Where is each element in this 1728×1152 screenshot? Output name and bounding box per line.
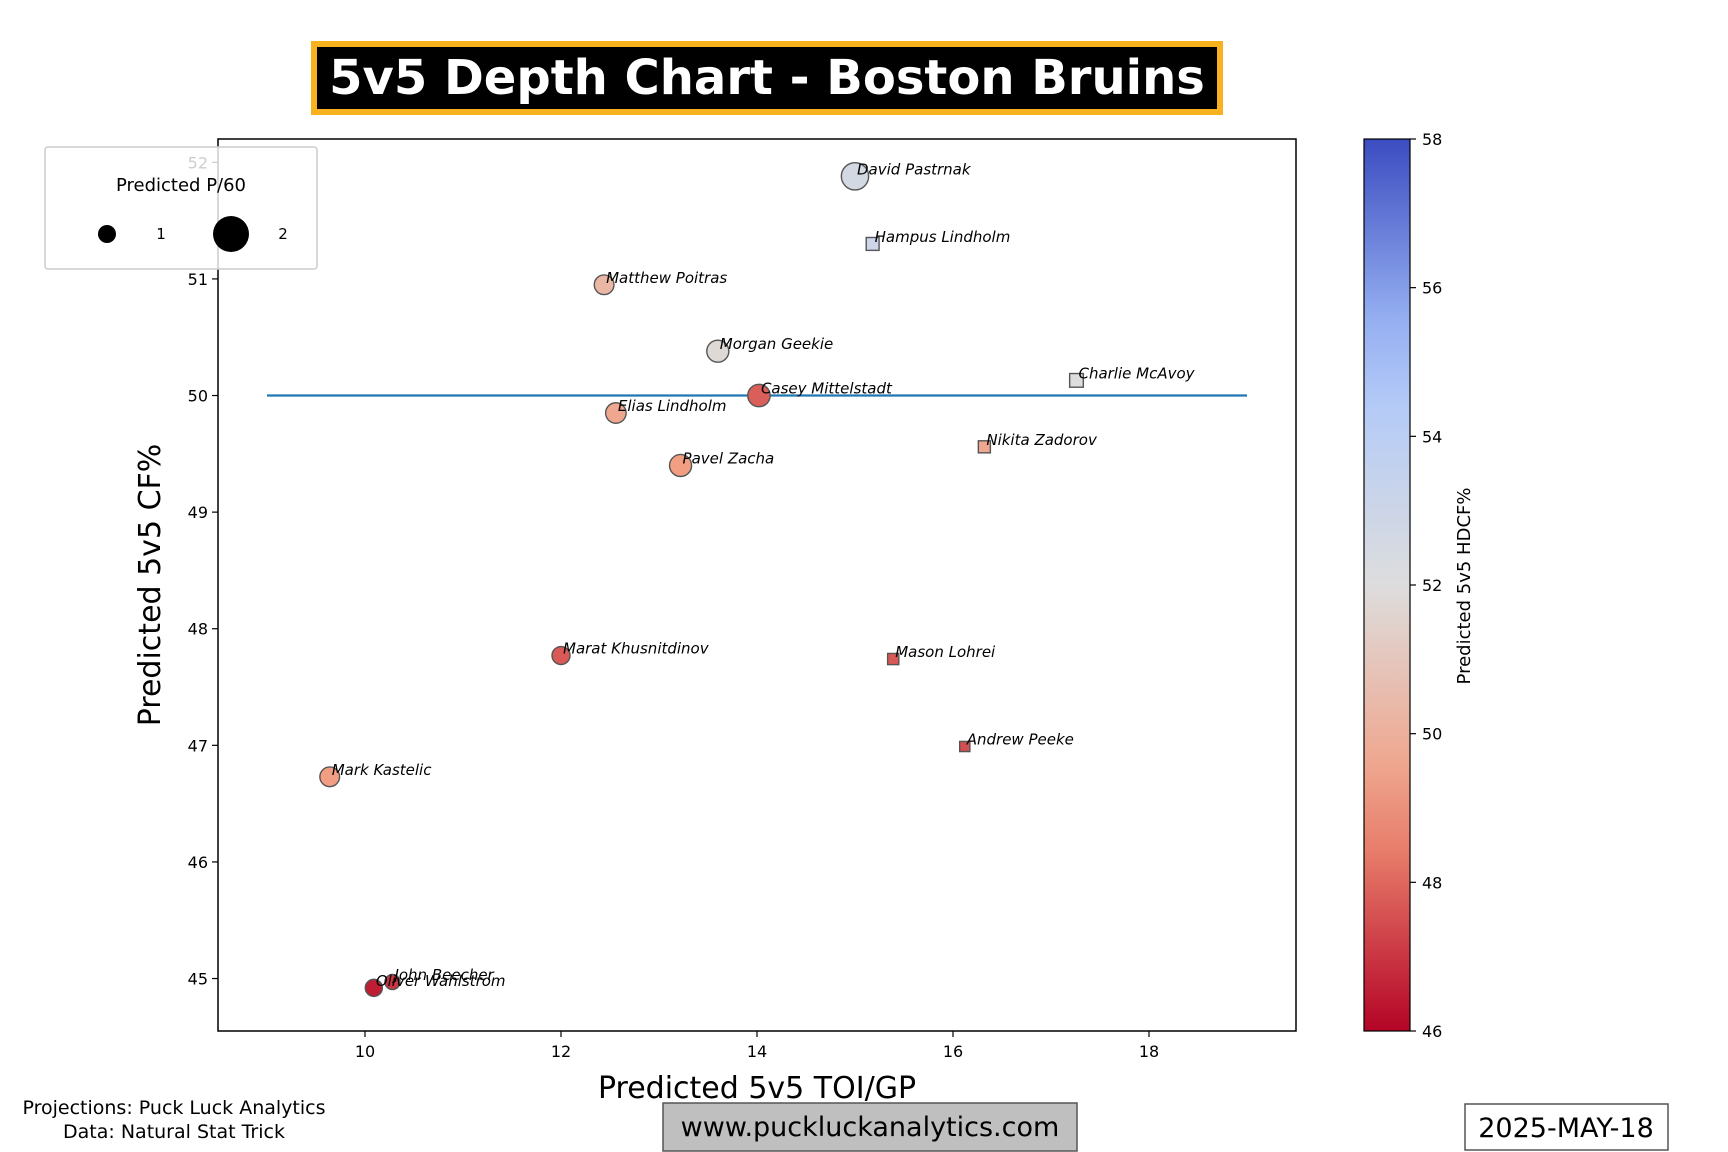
player-marker[interactable] [706,339,730,363]
colorbar-tick-label: 50 [1422,725,1442,744]
y-tick-label: 48 [188,620,208,639]
x-tick-label: 10 [355,1042,375,1061]
player-marker[interactable] [384,973,401,991]
colorbar-tick-label: 56 [1422,279,1442,298]
title-banner: 5v5 Depth Chart - Boston Bruins [311,41,1223,115]
player-label: Elias Lindholm [618,397,727,415]
colorbar-label: Predicted 5v5 HDCF% [1454,488,1475,685]
colorbar-tick-label: 48 [1422,873,1442,892]
player-label: John Beecher [391,966,494,984]
colorbar-tick-label: 46 [1422,1022,1442,1041]
credits-line-1: Projections: Puck Luck Analytics [22,1097,325,1119]
player-marker[interactable] [958,740,971,753]
player-marker[interactable] [1068,372,1085,388]
legend-label-small: 1 [156,225,166,243]
website-badge[interactable]: www.puckluckanalytics.com [662,1102,1078,1152]
legend-marker-small [98,225,116,243]
player-marker[interactable] [668,453,693,478]
x-axis-label: Predicted 5v5 TOI/GP [598,1071,916,1106]
player-label: Morgan Geekie [720,335,833,353]
y-axis-ticks: 4546474849505152 [188,153,218,989]
player-marker[interactable] [747,383,771,408]
player-marker[interactable] [593,274,615,296]
y-tick-label: 51 [188,270,208,289]
chart-title: 5v5 Depth Chart - Boston Bruins [329,50,1205,106]
player-marker[interactable] [865,236,880,252]
player-marker[interactable] [319,766,341,788]
player-label: Hampus Lindholm [875,228,1011,246]
player-label: Marat Khusnitdinov [563,640,710,658]
player-marker[interactable] [886,652,900,666]
player-label: Casey Mittelstadt [761,380,893,398]
x-tick-label: 18 [1139,1042,1159,1061]
player-marker[interactable] [604,402,627,424]
date-badge: 2025-MAY-18 [1464,1103,1669,1151]
player-marker[interactable] [551,645,571,666]
website-box [662,1102,1078,1152]
player-label: Nikita Zadorov [986,431,1098,449]
player-label: Mark Kastelic [332,761,433,779]
player-label: Andrew Peeke [966,730,1074,748]
player-label: Oliver Wahlstrom [376,972,506,990]
player-marker[interactable] [364,978,384,998]
x-tick-label: 12 [551,1042,571,1061]
player-label: David Pastrnak [857,160,972,178]
date-box [1464,1103,1669,1151]
plot-area [217,138,1297,1032]
y-tick-label: 46 [188,853,208,872]
y-tick-label: 45 [188,970,208,989]
colorbar-gradient [1363,138,1411,1032]
legend-label-large: 2 [278,225,288,243]
date-label: 2025-MAY-18 [1478,1113,1654,1144]
colorbar-tick-label: 54 [1422,427,1442,446]
player-label: Charlie McAvoy [1078,364,1195,382]
x-tick-label: 14 [747,1042,767,1061]
x-axis-ticks: 10 12 14 16 18 [355,1031,1159,1061]
x-tick-label: 16 [943,1042,963,1061]
y-tick-label: 49 [188,503,208,522]
colorbar-tick-label: 52 [1422,576,1442,595]
y-axis-label: Predicted 5v5 CF% [133,444,168,727]
colorbar-tick-label: 58 [1422,130,1442,149]
website-link[interactable]: www.puckluckanalytics.com [681,1112,1060,1143]
legend-marker-large [213,216,249,252]
y-tick-label: 47 [188,736,208,755]
plot-layer: David Pastrnak Hampus Lindholm Matthew Poi… [267,160,1247,998]
title-box [311,41,1223,115]
y-tick-label: 50 [188,387,208,406]
credits-line-2: Data: Natural Stat Trick [63,1121,285,1143]
size-legend: Predicted P/60 1 2 [44,146,318,270]
player-label: Pavel Zacha [683,449,775,467]
player-label: Mason Lohrei [895,643,996,661]
player-label: Matthew Poitras [606,269,727,287]
legend-box [44,146,318,270]
player-marker[interactable] [840,161,870,191]
legend-title: Predicted P/60 [116,175,246,196]
colorbar: 46 48 50 52 54 56 58 Predicted 5v5 HDCF% [1363,130,1475,1041]
colorbar-ticks: 46 48 50 52 54 56 58 [1410,130,1442,1041]
player-marker[interactable] [977,440,992,454]
